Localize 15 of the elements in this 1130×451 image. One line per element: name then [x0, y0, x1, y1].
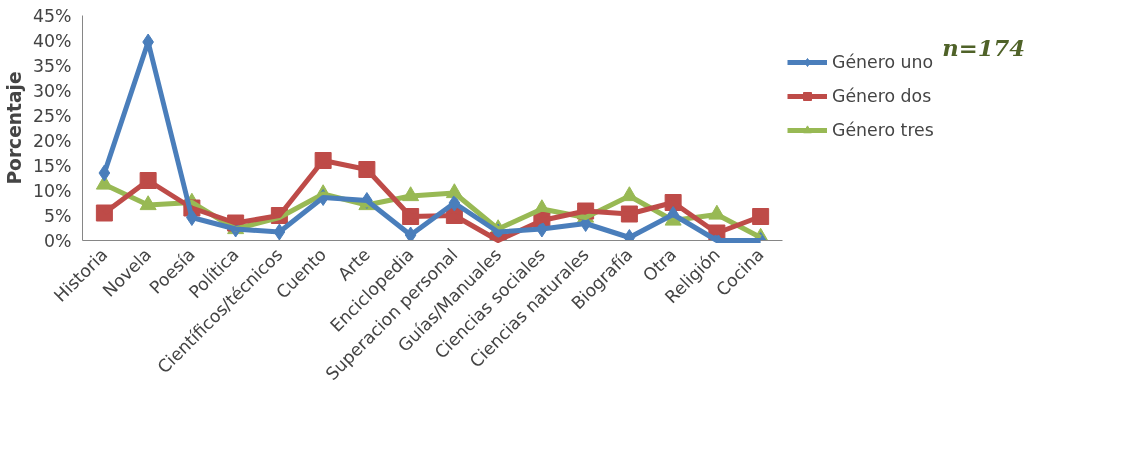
legend-label: Género dos	[832, 85, 932, 106]
legend-label: Género tres	[832, 119, 934, 140]
y-tick-label: 30%	[32, 80, 72, 101]
y-tick-label: 45%	[32, 5, 72, 26]
text: n=174	[942, 34, 1025, 61]
y-tick-label: 5%	[44, 205, 72, 226]
y-tick-label: 20%	[32, 130, 72, 151]
y-tick-label: 0%	[44, 230, 72, 251]
y-tick-label: 35%	[32, 55, 72, 76]
y-axis-title: Porcentaje	[3, 71, 25, 185]
y-tick-label: 10%	[32, 180, 72, 201]
y-tick-label: 40%	[32, 30, 72, 51]
y-tick-label: 15%	[32, 155, 72, 176]
y-tick-label: 25%	[32, 105, 72, 126]
legend-label: Género uno	[832, 51, 934, 72]
